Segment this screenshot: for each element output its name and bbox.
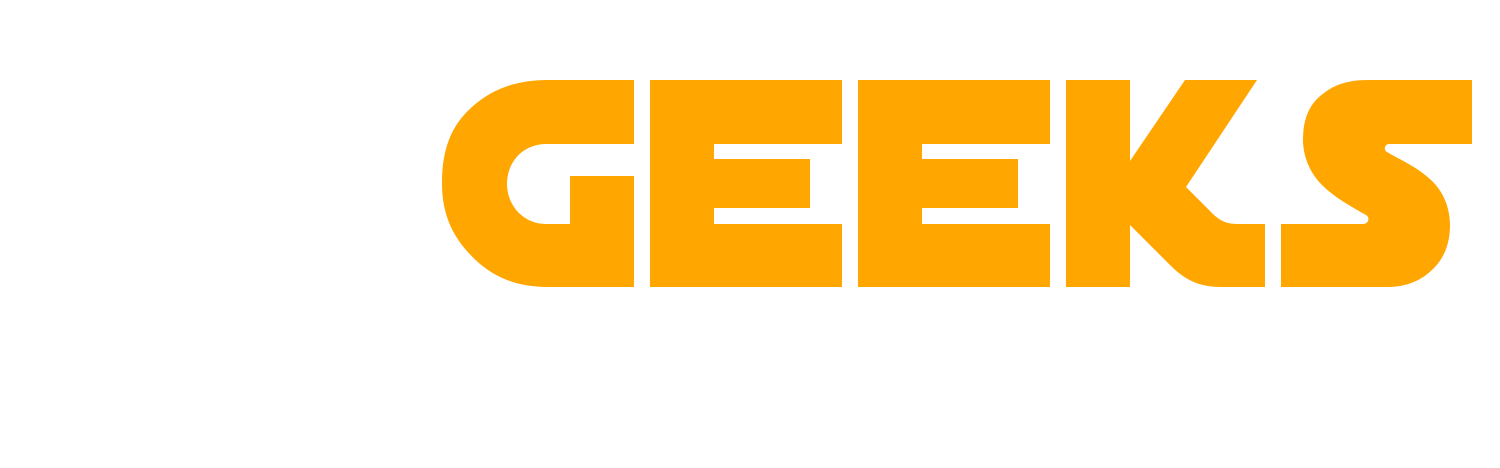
wordmark-letters xyxy=(442,80,1472,287)
letter-g xyxy=(442,80,634,287)
letter-e-1 xyxy=(650,80,842,287)
letter-e-2 xyxy=(858,80,1050,287)
letter-s xyxy=(1281,80,1472,287)
letter-k xyxy=(1066,80,1265,287)
